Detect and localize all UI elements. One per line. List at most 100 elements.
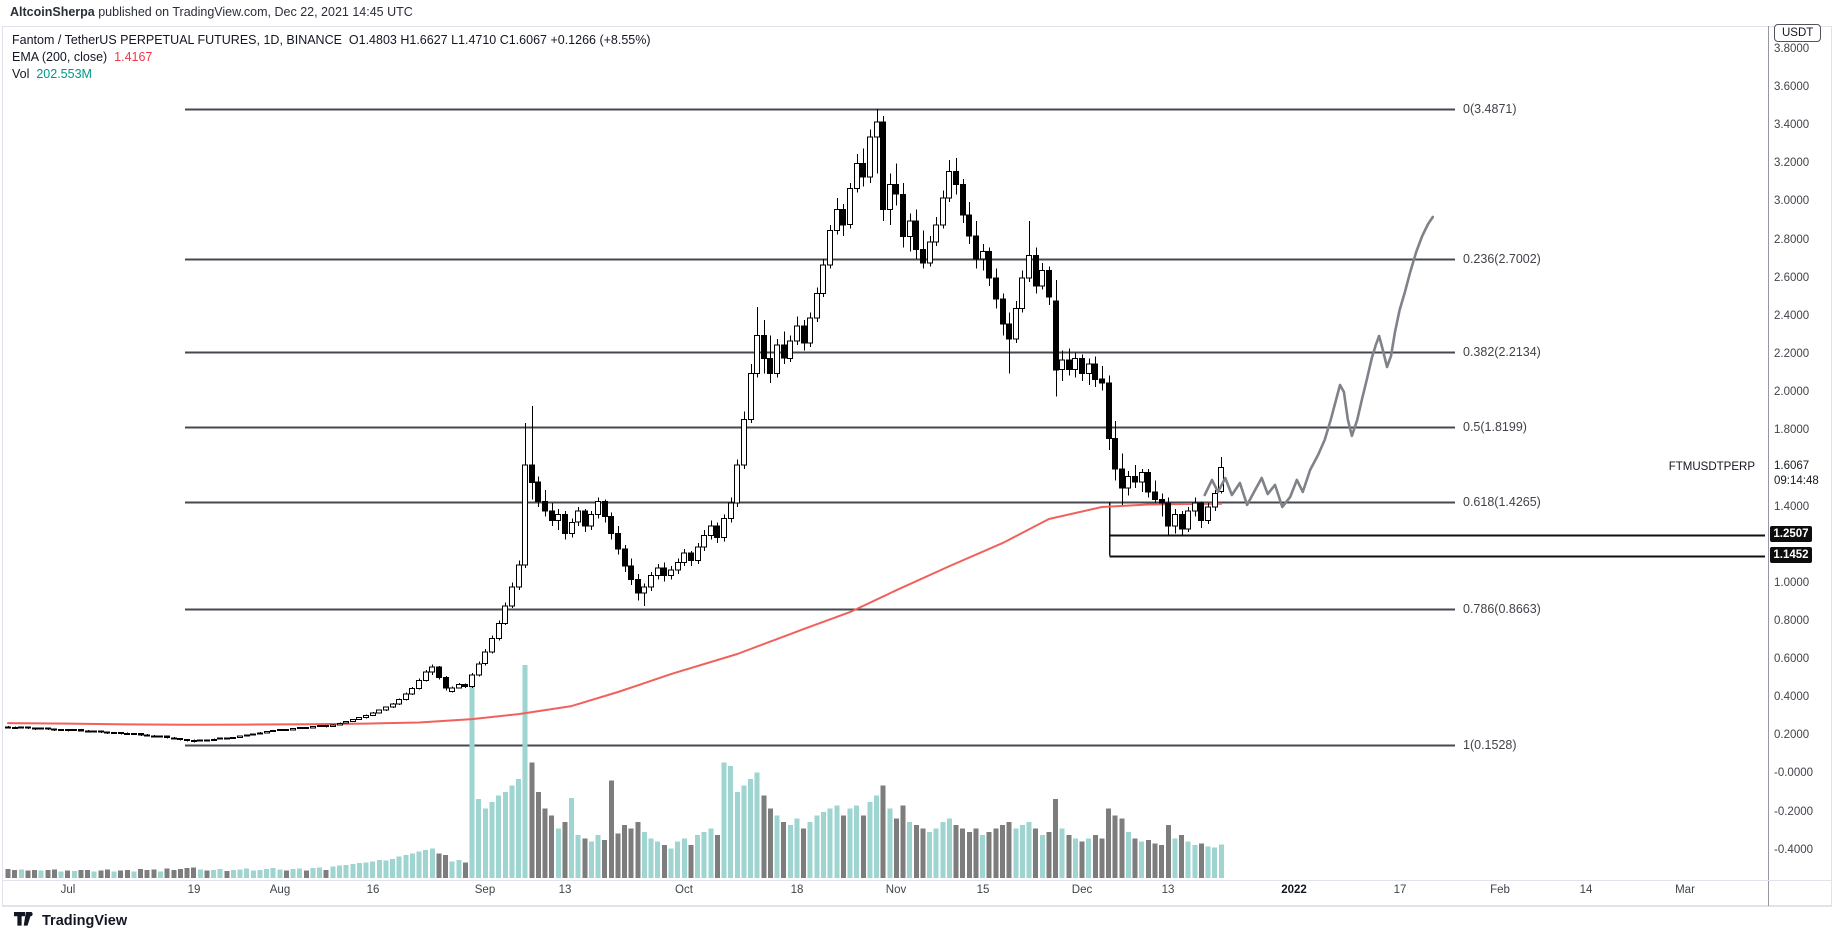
tradingview-footer[interactable]: TradingView [14,912,127,929]
volume-bar [1053,798,1058,878]
volume-bar [105,869,110,878]
time-tick-label: 14 [1579,884,1593,896]
candle-body [409,688,415,695]
volume-bar [138,868,144,878]
volume-bar [953,825,959,878]
volume-bar [18,869,24,878]
candle-body [827,230,833,266]
candle-body [297,727,303,730]
volume-bar [814,815,820,878]
candle-body [1205,506,1211,521]
candle-body [363,714,369,719]
legend-volume-row[interactable]: Vol 202.553M [12,66,651,82]
volume-bar [1112,815,1118,878]
volume-bar [893,818,899,878]
candle-body [151,735,157,738]
ema-value: 1.4167 [114,50,153,64]
legend-ema-row[interactable]: EMA (200, close) 1.4167 [12,49,651,65]
volume-bar [535,792,541,878]
candle-body [1053,300,1059,371]
candle-body [595,500,601,516]
candle-body [615,533,621,550]
volume-bar [98,870,104,878]
legend-symbol-row[interactable]: Fantom / TetherUS PERPETUAL FUTURES, 1D,… [12,32,651,48]
fib-level-label: 0.382(2.2134) [1463,345,1541,359]
candle-body [496,622,502,640]
price-tick-label: 0.6000 [1774,653,1810,665]
volume-bar [840,815,846,878]
price-tick-label: -0.2000 [1774,806,1814,818]
price-tick-label: 3.8000 [1774,43,1810,55]
candle-body [337,722,343,726]
volume-bar [323,870,329,878]
candle-body [1086,363,1092,374]
volume-bar [602,840,608,878]
price-tick-label: 1.8000 [1774,424,1810,436]
candle-body [98,730,104,733]
volume-bar [230,870,236,878]
volume-bar [642,831,647,878]
volume-bar [927,831,933,878]
volume-bar [290,868,296,878]
volume-bar [701,831,707,878]
time-tick-label: 15 [976,884,990,896]
currency-toggle-chip[interactable]: USDT [1774,24,1822,42]
volume-bar [734,792,740,878]
candle-body [1033,254,1039,287]
candle-body [814,292,820,319]
ema-line[interactable] [7,502,1223,726]
projection-drawing[interactable] [1203,215,1435,509]
ohlc-values: O1.4803 H1.6627 L1.4710 C1.6067 +0.1266 … [348,33,651,47]
volume-bar [1000,825,1005,878]
candle-body [767,357,773,375]
candle-body [708,525,714,537]
candle-body [138,733,144,736]
volume-bar [118,870,124,878]
volume-bar [257,869,263,879]
price-tick-label: 1.4000 [1774,501,1810,513]
fib-level-label: 0.236(2.7002) [1463,252,1541,266]
volume-bar [1066,835,1072,878]
candle-body [787,340,793,359]
candle-body [350,719,356,722]
candle-body [403,693,409,701]
candle-body [1152,491,1158,500]
volume-bar [920,828,926,878]
candle-body [469,674,475,688]
candle-body [71,729,77,732]
volume-bar [1019,825,1025,878]
candle-body [58,728,64,731]
volume-bar [1139,841,1145,878]
candle-body [164,735,170,739]
volume-bar [980,835,986,878]
price-tick-label: 0.4000 [1774,691,1810,703]
candle-body [920,249,926,264]
volume-bar [1106,808,1112,878]
candle-body [5,726,11,729]
volume-bar [675,841,681,878]
volume-bar [85,869,91,879]
candle-body [131,733,137,736]
volume-bar [1092,835,1098,878]
price-tick-label: 2.8000 [1774,234,1810,246]
volume-bar [781,821,787,878]
volume-bar [111,871,117,878]
candle-body [509,586,515,607]
volume-bar [350,864,356,878]
fib-lines [185,108,1455,747]
candle-body [416,680,422,689]
volume-bar [529,762,535,878]
candle-body [927,241,933,264]
time-tick-label: 13 [1161,884,1175,896]
candle-body [728,502,734,520]
volume-bar [1185,841,1191,878]
candle-body [933,224,939,243]
candle-body [197,739,203,742]
price-tick-label: 2.0000 [1774,386,1810,398]
volume-bar [1179,835,1184,878]
candle-body [880,121,886,210]
volume-bar [754,772,760,878]
volume-bar [655,841,661,878]
